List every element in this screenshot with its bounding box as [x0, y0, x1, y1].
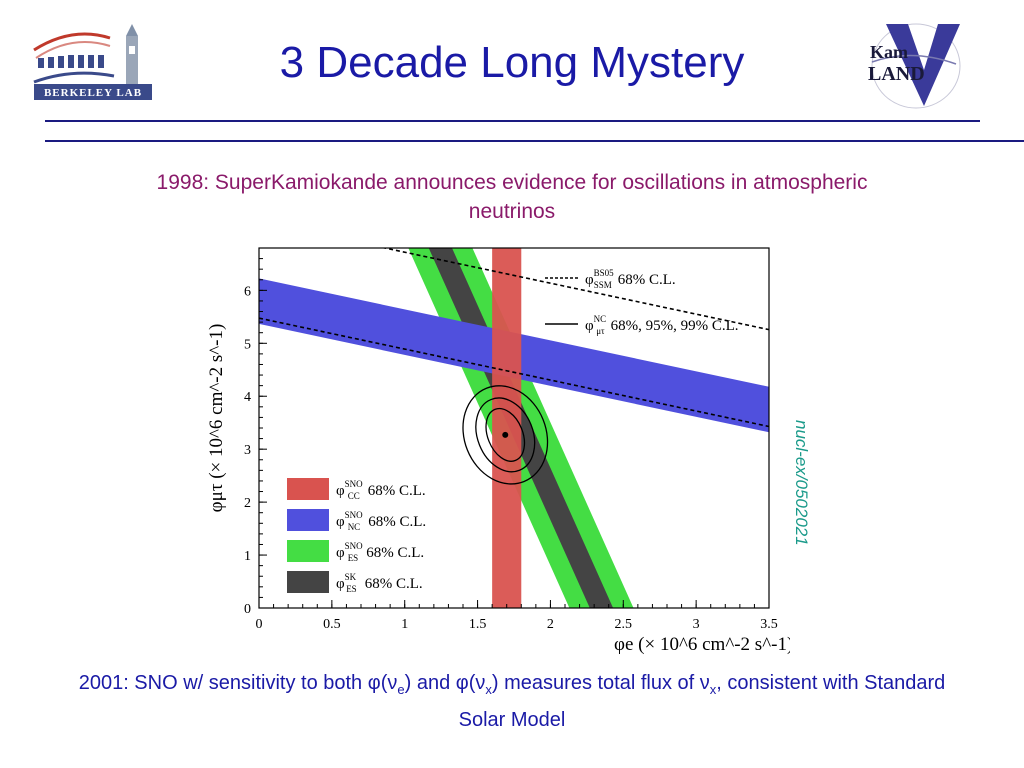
caption-nu-3: ν — [699, 672, 710, 694]
legend-bl-swatch-2 — [287, 540, 329, 562]
legend-bl-sup: SK — [345, 572, 357, 582]
x-tick-label-3: 1.5 — [469, 617, 487, 632]
caption-nu-1: ν — [387, 672, 398, 694]
legend-tr-sym: φ — [585, 318, 594, 334]
slide-title: 3 Decade Long Mystery — [279, 38, 745, 87]
kamland-kam-text: Kam — [870, 42, 908, 62]
citation-text: nucl-ex/0502021 — [792, 420, 811, 546]
kamland-land-text: LAND — [868, 63, 925, 85]
legend-bl-sub: CC — [348, 491, 360, 501]
header-rule-1 — [45, 120, 980, 122]
legend-bl-text: 68% C.L. — [368, 514, 426, 530]
caption-part3: , consistent with Standard Solar Model — [458, 672, 946, 731]
legend-bl-text: 68% C.L. — [368, 483, 426, 499]
legend-tr-sup: BS05 — [594, 268, 615, 278]
plot-layer — [259, 248, 769, 608]
legend-tr-label-1: φNC μτ 68%, 95%, 99% C.L. — [585, 314, 739, 336]
y-tick-label-1: 1 — [244, 549, 251, 564]
legend-bl-sup: SNO — [345, 479, 364, 489]
berkeley-lab-text: BERKELEY LAB — [44, 87, 142, 99]
caption-2001: 2001: SNO w/ sensitivity to both φ(νe) a… — [78, 672, 946, 731]
y-tick-label-2: 2 — [244, 496, 251, 511]
legend-bl-sym: φ — [336, 545, 345, 561]
x-tick-label-4: 2 — [547, 617, 554, 632]
caption-nu-2: ν — [475, 672, 486, 694]
legend-bl-sub: ES — [348, 553, 359, 563]
legend-tr-text: 68%, 95%, 99% C.L. — [611, 318, 739, 334]
x-tick-label-2: 1 — [401, 617, 408, 632]
y-tick-label-0: 0 — [244, 602, 251, 617]
nc-contour-1 — [485, 407, 526, 462]
caption-phi-1: φ — [367, 672, 381, 694]
legend-bl-text: 68% C.L. — [366, 545, 424, 561]
legend-tr-sup: NC — [594, 314, 607, 324]
citation-container: nucl-ex/0502021 — [778, 420, 818, 590]
x-tick-label-5: 2.5 — [615, 617, 633, 632]
x-tick-label-6: 3 — [693, 617, 700, 632]
legend-bl-label-1: φSNO NC 68% C.L. — [336, 510, 426, 532]
legend-tr-sub: μτ — [596, 326, 605, 336]
legend-bl-label-0: φSNO CC 68% C.L. — [336, 479, 426, 501]
legend-bl-sub: NC — [348, 522, 361, 532]
caption-and: and — [411, 672, 456, 694]
y-tick-label-6: 6 — [244, 284, 251, 299]
nc-contour-2 — [475, 397, 536, 473]
legend-bl-sym: φ — [336, 483, 345, 499]
legend-bl-sym: φ — [336, 514, 345, 530]
x-axis-label: φe (× 10^6 cm^-2 s^-1) — [614, 634, 790, 655]
berkeley-lab-logo: BERKELEY LAB — [32, 20, 160, 105]
caption-sub-x: x — [485, 682, 492, 697]
legend-bl-sub: ES — [346, 584, 357, 594]
legend-tr-label-0: φBS05 SSM 68% C.L. — [585, 268, 676, 290]
header-rule-2 — [45, 140, 1024, 142]
legend-bl-label-2: φSNO ES 68% C.L. — [336, 541, 424, 563]
y-tick-label-3: 3 — [244, 443, 251, 458]
legend-bl-sym: φ — [336, 576, 345, 592]
caption-sub-e: e — [397, 682, 405, 697]
caption-part2: measures total flux of — [498, 672, 700, 694]
y-tick-label-4: 4 — [244, 390, 251, 405]
nc-contour-3 — [462, 385, 549, 485]
y-tick-label-5: 5 — [244, 337, 251, 352]
x-tick-label-0: 0 — [256, 617, 263, 632]
ssm-dashed-line-1 — [381, 248, 769, 331]
best-fit-point — [502, 431, 509, 438]
flux-chart: 0 0.5 1 1.5 2 2.5 3 3.5 0 1 2 3 4 5 6 φe (× 10^6 cm^-2 … — [200, 240, 793, 660]
sno-cc-band — [492, 248, 522, 608]
legend-bl-label-3: φSK ES 68% C.L. — [336, 572, 423, 594]
ssm-dashed-line-2 — [259, 317, 769, 428]
subtitle-1998: 1998: SuperKamiokande announces evidence… — [156, 171, 868, 223]
legend-bl-swatch-3 — [287, 571, 329, 593]
y-axis-label: φμτ (× 10^6 cm^-2 s^-1) — [206, 324, 227, 513]
x-tick-label-1: 0.5 — [323, 617, 341, 632]
legend-bl-swatch-1 — [287, 509, 329, 531]
caption-part1: 2001: SNO w/ sensitivity to both — [78, 672, 368, 694]
legend-bl-swatch-0 — [287, 478, 329, 500]
legend-tr-sub: SSM — [594, 280, 612, 290]
legend-bl-sup: SNO — [345, 510, 364, 520]
kamland-logo: Kam LAND — [864, 18, 964, 110]
legend-tr-sym: φ — [585, 272, 594, 288]
caption-sub-x2: x — [709, 682, 717, 697]
caption-phi-2: φ — [455, 672, 469, 694]
x-tick-label-7: 3.5 — [760, 617, 778, 632]
legend-tr-text: 68% C.L. — [618, 272, 676, 288]
legend-bl-text: 68% C.L. — [365, 576, 423, 592]
legend-bl-sup: SNO — [345, 541, 364, 551]
